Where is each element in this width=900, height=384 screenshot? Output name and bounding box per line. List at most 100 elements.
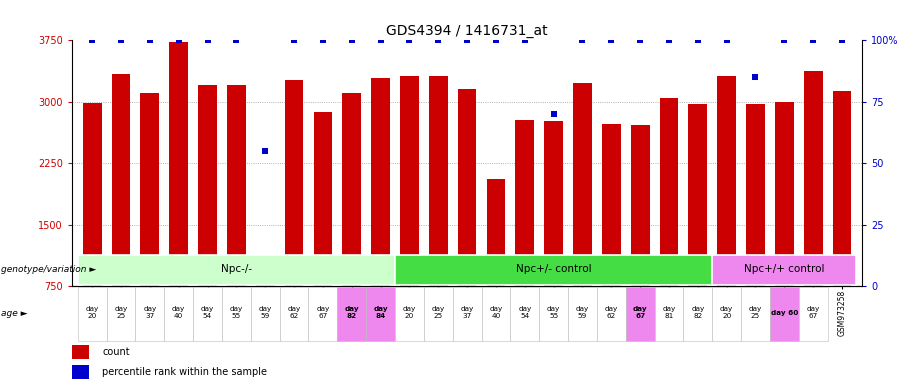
Point bbox=[230, 37, 244, 43]
Point bbox=[113, 37, 128, 43]
Bar bbox=[135, 287, 165, 341]
Bar bbox=[429, 76, 447, 286]
Bar bbox=[453, 287, 482, 341]
Point bbox=[575, 37, 590, 43]
Text: day
59: day 59 bbox=[258, 306, 272, 319]
Text: day
55: day 55 bbox=[547, 306, 560, 319]
Text: percentile rank within the sample: percentile rank within the sample bbox=[102, 367, 267, 377]
Bar bbox=[83, 103, 102, 286]
Text: day
20: day 20 bbox=[86, 306, 99, 319]
Bar bbox=[112, 74, 130, 286]
Bar bbox=[424, 287, 453, 341]
Point bbox=[489, 37, 503, 43]
Bar bbox=[72, 345, 89, 359]
Bar bbox=[198, 85, 217, 286]
Text: day
55: day 55 bbox=[230, 306, 243, 319]
Point bbox=[85, 37, 99, 43]
Point bbox=[604, 37, 618, 43]
Text: day
84: day 84 bbox=[374, 306, 388, 319]
Text: day
54: day 54 bbox=[201, 306, 214, 319]
Point bbox=[806, 37, 821, 43]
Bar bbox=[342, 93, 361, 286]
Text: day
40: day 40 bbox=[172, 306, 185, 319]
Bar bbox=[712, 287, 741, 341]
Bar bbox=[280, 287, 309, 341]
Bar bbox=[371, 78, 390, 286]
Bar bbox=[683, 287, 712, 341]
Text: day
25: day 25 bbox=[432, 306, 445, 319]
Bar bbox=[510, 287, 539, 341]
Point bbox=[402, 37, 417, 43]
Bar bbox=[309, 287, 338, 341]
Text: day
62: day 62 bbox=[605, 306, 618, 319]
Point bbox=[835, 37, 850, 43]
Text: day
25: day 25 bbox=[749, 306, 762, 319]
Bar bbox=[832, 91, 851, 286]
Bar bbox=[169, 42, 188, 286]
Bar bbox=[712, 255, 857, 285]
Text: day
59: day 59 bbox=[576, 306, 590, 319]
Text: day
37: day 37 bbox=[461, 306, 473, 319]
Point bbox=[287, 37, 302, 43]
Bar bbox=[366, 287, 395, 341]
Bar bbox=[227, 85, 246, 286]
Bar bbox=[654, 287, 683, 341]
Title: GDS4394 / 1416731_at: GDS4394 / 1416731_at bbox=[386, 24, 548, 38]
Text: genotype/variation ►: genotype/variation ► bbox=[1, 265, 96, 274]
Text: Npc+/- control: Npc+/- control bbox=[516, 264, 591, 274]
Text: Npc-/-: Npc-/- bbox=[220, 264, 252, 274]
Text: day
62: day 62 bbox=[287, 306, 301, 319]
Text: day
37: day 37 bbox=[143, 306, 157, 319]
Bar bbox=[626, 287, 654, 341]
Text: day
81: day 81 bbox=[662, 306, 676, 319]
Point bbox=[431, 37, 446, 43]
Text: day
54: day 54 bbox=[518, 306, 531, 319]
Bar bbox=[222, 287, 251, 341]
Point bbox=[258, 148, 273, 154]
Bar bbox=[77, 255, 395, 285]
Point bbox=[690, 37, 705, 43]
Bar bbox=[458, 89, 476, 286]
Bar bbox=[688, 104, 707, 286]
Bar bbox=[482, 287, 510, 341]
Point bbox=[201, 37, 215, 43]
Text: day
20: day 20 bbox=[720, 306, 733, 319]
Bar bbox=[516, 120, 535, 286]
Bar bbox=[395, 287, 424, 341]
Point bbox=[316, 37, 330, 43]
Point bbox=[460, 37, 474, 43]
Bar bbox=[251, 287, 280, 341]
Point bbox=[143, 37, 157, 43]
Bar bbox=[256, 255, 274, 286]
Bar bbox=[165, 287, 194, 341]
Bar bbox=[804, 71, 823, 286]
Point bbox=[518, 37, 532, 43]
Text: day
20: day 20 bbox=[403, 306, 416, 319]
Text: count: count bbox=[102, 347, 130, 357]
Bar bbox=[194, 287, 222, 341]
Bar bbox=[487, 179, 505, 286]
Text: day
67: day 67 bbox=[316, 306, 329, 319]
Text: age ►: age ► bbox=[1, 310, 27, 318]
Text: day
82: day 82 bbox=[691, 306, 705, 319]
Bar bbox=[770, 287, 799, 341]
Text: day 60: day 60 bbox=[770, 310, 798, 316]
Point bbox=[662, 37, 676, 43]
Bar bbox=[799, 287, 828, 341]
Bar bbox=[568, 287, 597, 341]
Text: day
67: day 67 bbox=[633, 306, 647, 319]
Bar bbox=[338, 287, 366, 341]
Bar bbox=[631, 125, 650, 286]
Bar bbox=[660, 98, 679, 286]
Point bbox=[374, 37, 388, 43]
Bar bbox=[400, 76, 419, 286]
Point bbox=[345, 37, 359, 43]
Text: Npc+/+ control: Npc+/+ control bbox=[744, 264, 824, 274]
Bar bbox=[313, 113, 332, 286]
Bar bbox=[741, 287, 770, 341]
Bar bbox=[573, 83, 592, 286]
Bar bbox=[395, 255, 712, 285]
Point bbox=[777, 37, 791, 43]
Point bbox=[172, 37, 186, 43]
Bar bbox=[77, 287, 106, 341]
